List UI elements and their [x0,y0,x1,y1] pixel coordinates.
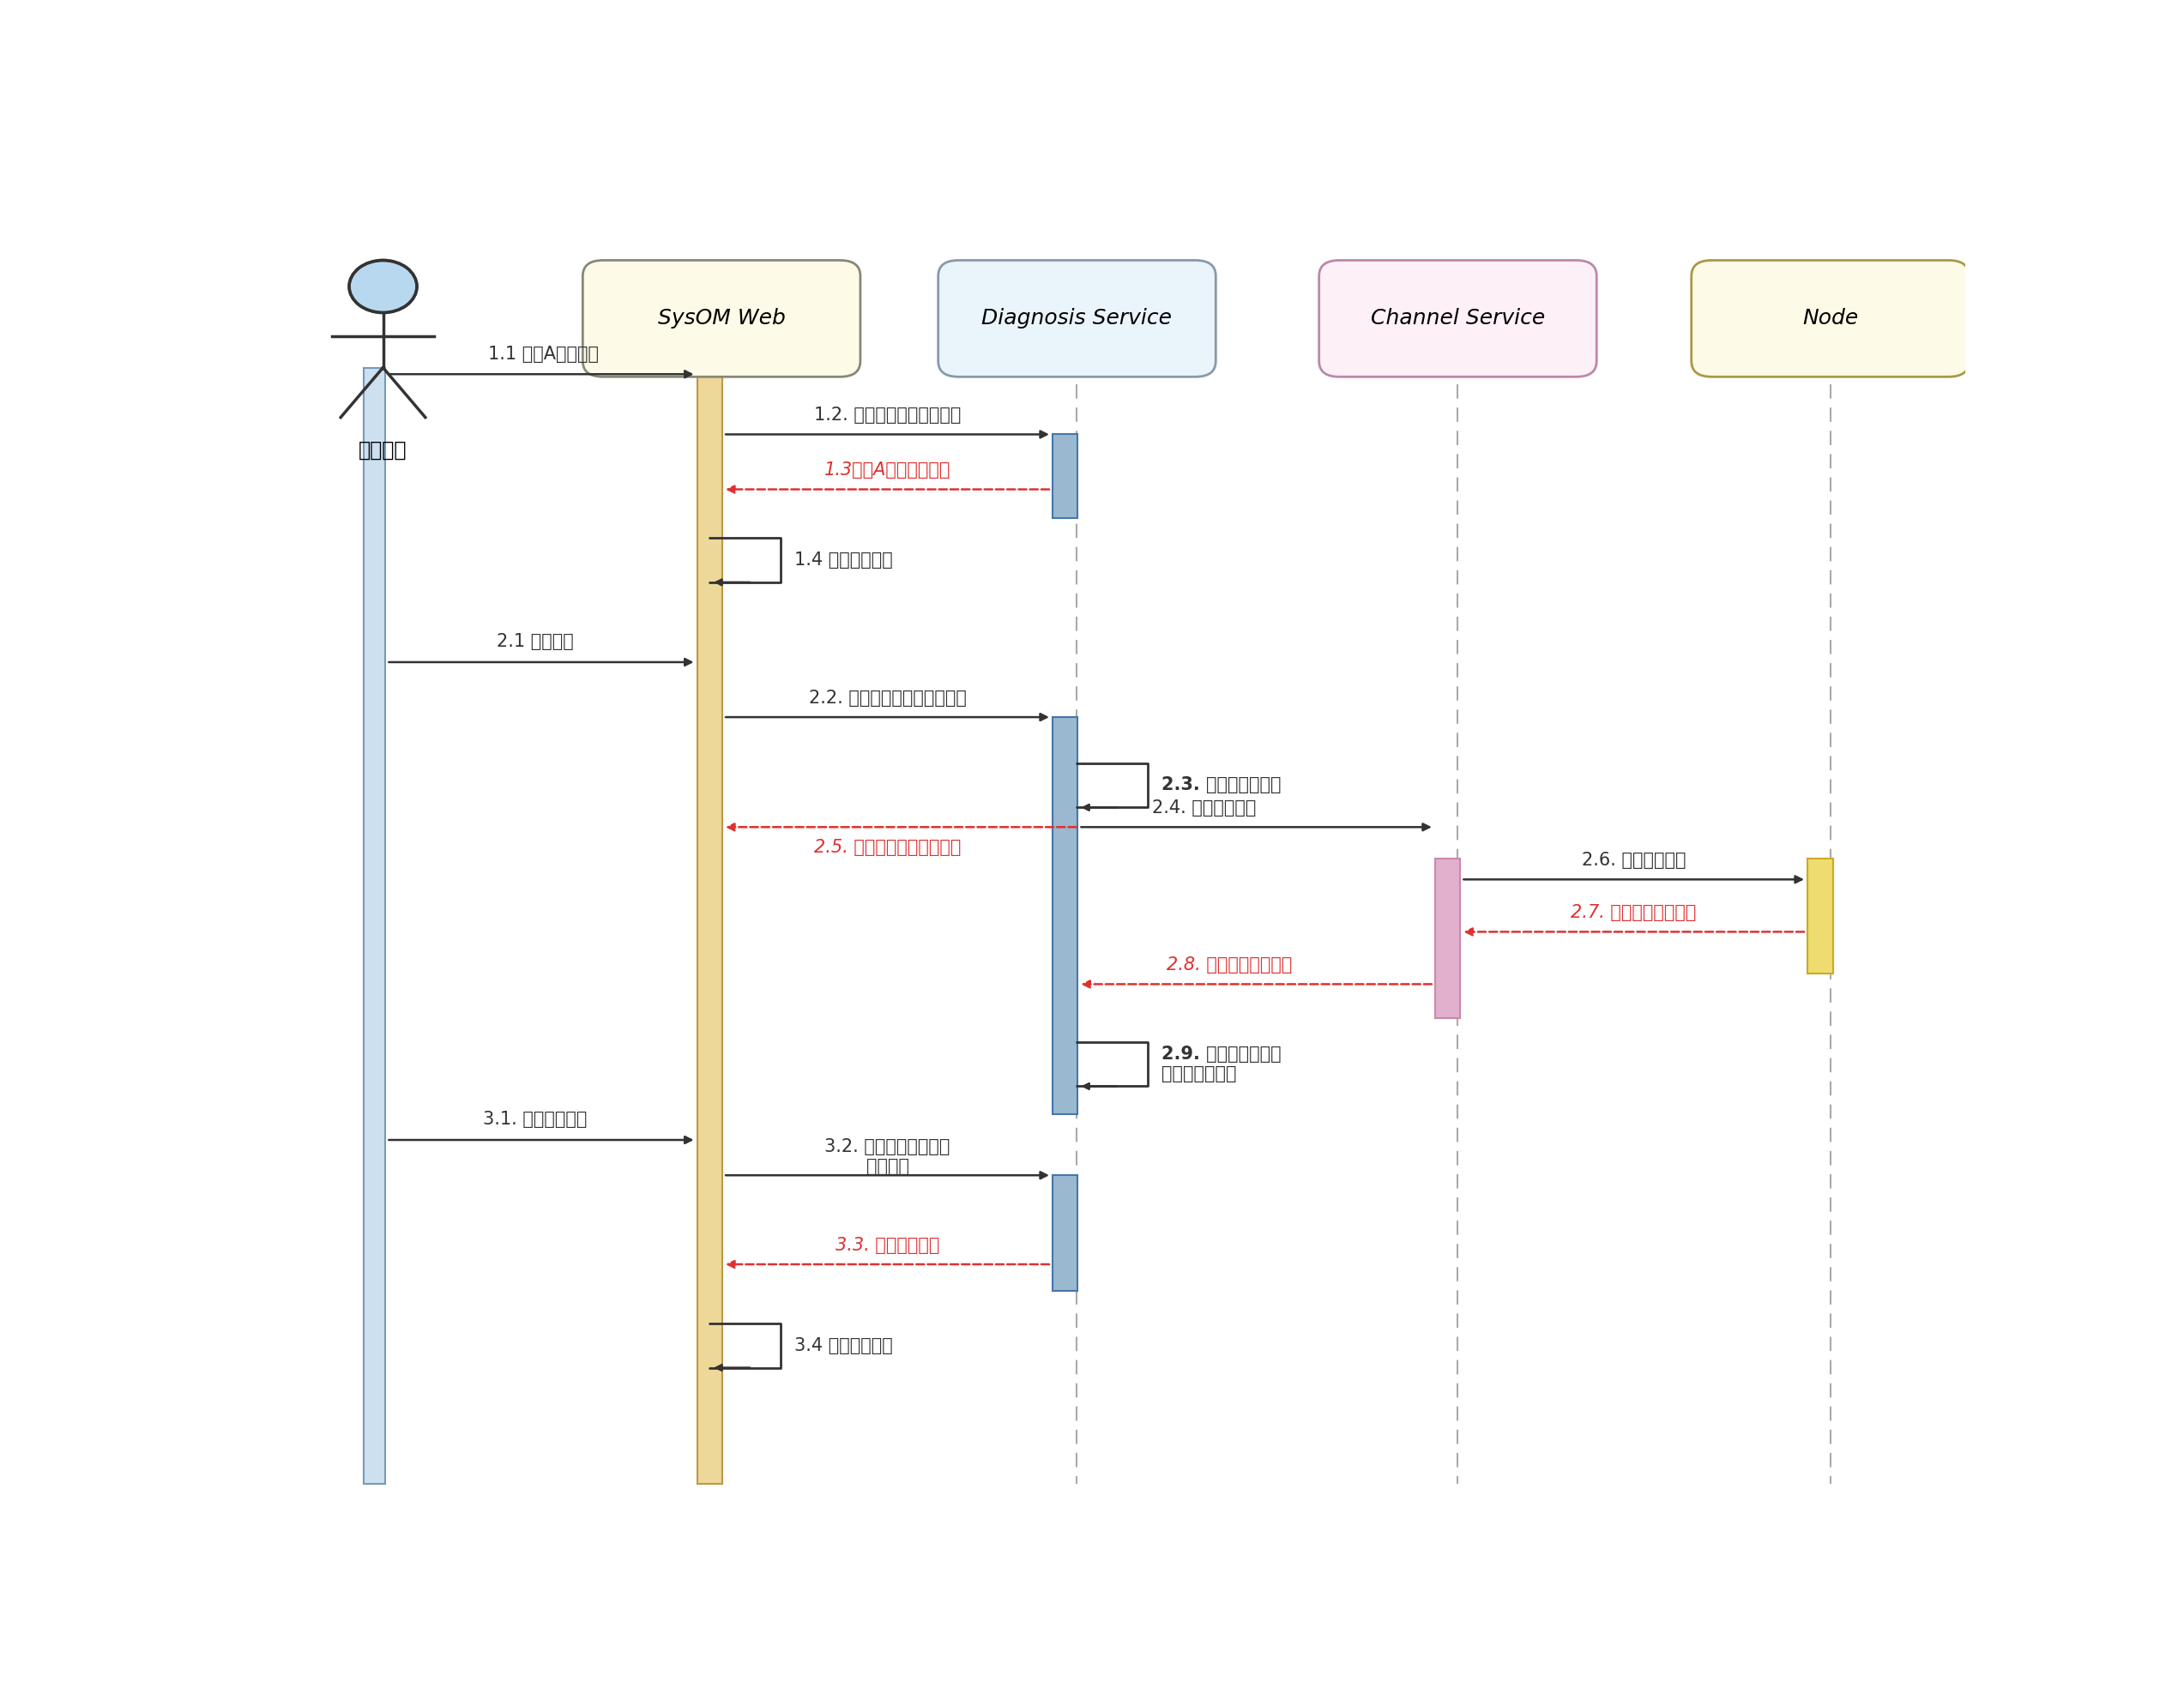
Bar [1053,435,1079,518]
Text: 2.9. 执行后处理脚本
并保存诊断结果: 2.9. 执行后处理脚本 并保存诊断结果 [1162,1046,1282,1083]
Text: Node: Node [1802,308,1859,328]
Text: 1.4 动态渲染页面: 1.4 动态渲染页面 [795,551,893,568]
Text: 2.1 发起诊断: 2.1 发起诊断 [496,632,574,651]
Text: 1.2. 发起拉取诊断配置请求: 1.2. 发起拉取诊断配置请求 [815,406,961,423]
Text: 3.4 动态渲染页面: 3.4 动态渲染页面 [795,1336,893,1353]
Text: 2.8. 返回命令执行结果: 2.8. 返回命令执行结果 [1166,957,1293,974]
Text: 3.3. 返回诊断详情: 3.3. 返回诊断详情 [834,1236,939,1255]
Text: 运维人员: 运维人员 [358,440,406,461]
Text: Channel Service: Channel Service [1372,308,1544,328]
FancyBboxPatch shape [583,260,860,377]
Text: 1.1 访问A诊断页面: 1.1 访问A诊断页面 [489,345,598,362]
Bar [363,367,387,1484]
Text: 2.3. 执行前处理脚本: 2.3. 执行前处理脚本 [1162,777,1282,794]
Bar [697,367,723,1484]
Text: 2.7. 返回命令执行结果: 2.7. 返回命令执行结果 [1570,904,1697,921]
FancyBboxPatch shape [1690,260,1970,377]
Text: 2.2. 校验参数并发起诊断请求: 2.2. 校验参数并发起诊断请求 [808,690,965,707]
Text: 2.4. 下发诊断命令: 2.4. 下发诊断命令 [1151,799,1256,816]
FancyBboxPatch shape [1319,260,1597,377]
Circle shape [349,260,417,313]
FancyBboxPatch shape [939,260,1216,377]
Bar [1053,717,1079,1114]
Text: 3.1. 查询诊断结果: 3.1. 查询诊断结果 [483,1112,587,1129]
Bar [1808,858,1832,974]
Text: 2.5. 返回诊断任务发起成功: 2.5. 返回诊断任务发起成功 [815,838,961,857]
Text: SysOM Web: SysOM Web [657,308,786,328]
Text: 1.3返回A诊断页面配置: 1.3返回A诊断页面配置 [823,462,950,479]
Text: 2.6. 执行诊断命令: 2.6. 执行诊断命令 [1581,852,1686,869]
Text: Diagnosis Service: Diagnosis Service [983,308,1173,328]
Bar [1435,858,1461,1018]
Text: 3.2. 发起网络请求拉取
诊断详情: 3.2. 发起网络请求拉取 诊断详情 [826,1139,950,1175]
Bar [1053,1175,1079,1290]
